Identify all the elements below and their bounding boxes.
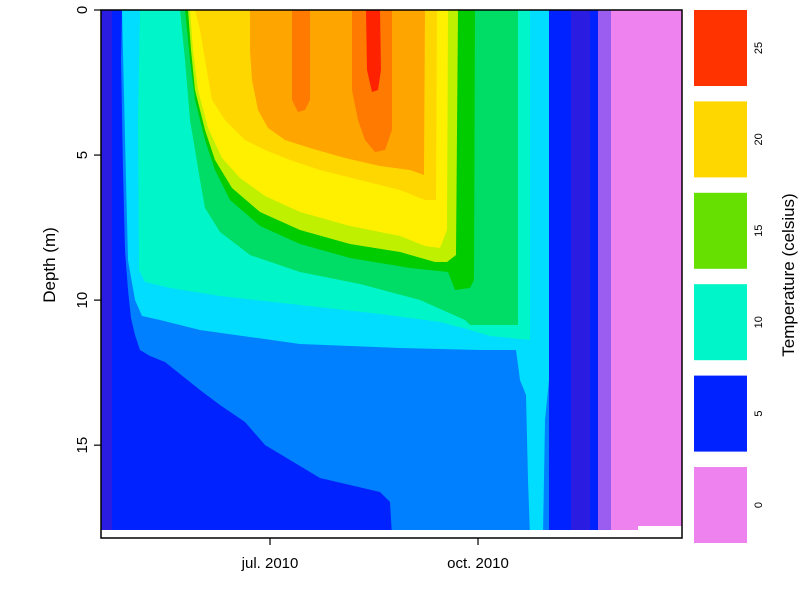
y-tick-label: 0 — [74, 6, 91, 14]
legend-swatch — [694, 467, 747, 543]
x-tick-label: oct. 2010 — [447, 555, 509, 572]
band-5-to-7 — [101, 10, 392, 536]
band-2-to-5 — [571, 10, 590, 538]
y-tick-label: 15 — [74, 437, 91, 454]
no-data-corner — [638, 526, 682, 532]
band-5-to-7-winter — [549, 10, 571, 538]
legend-swatch — [694, 192, 747, 269]
y-tick-label: 10 — [74, 292, 91, 309]
y-axis: 0 5 10 15 — [74, 6, 101, 454]
legend-title: Temperature (celsius) — [779, 193, 798, 356]
legend-swatch — [694, 375, 747, 452]
band-5-to-7-edge — [590, 10, 600, 538]
legend-label: 20 — [753, 133, 765, 145]
contour-fill — [101, 10, 682, 538]
x-axis: jul. 2010 oct. 2010 — [241, 538, 509, 572]
band-23-to-25 — [292, 10, 310, 112]
legend: 25 20 15 10 5 0 — [694, 10, 765, 543]
left-edge-strip — [101, 10, 112, 530]
legend-label: 0 — [753, 502, 765, 508]
band-below-0 — [611, 10, 682, 538]
no-data-strip — [101, 530, 682, 538]
legend-label: 10 — [753, 316, 765, 328]
band-0-to-2 — [598, 10, 611, 538]
legend-label: 25 — [753, 42, 765, 54]
legend-swatch — [694, 284, 747, 361]
legend-swatch — [694, 101, 747, 178]
plot-frame — [100, 9, 683, 539]
y-axis-title: Depth (m) — [40, 227, 59, 303]
x-tick-label: jul. 2010 — [241, 555, 299, 572]
legend-label: 15 — [753, 225, 765, 237]
legend-swatch — [694, 10, 747, 86]
y-tick-label: 5 — [74, 151, 91, 159]
legend-label: 5 — [753, 411, 765, 417]
band-25-plus — [366, 10, 381, 92]
